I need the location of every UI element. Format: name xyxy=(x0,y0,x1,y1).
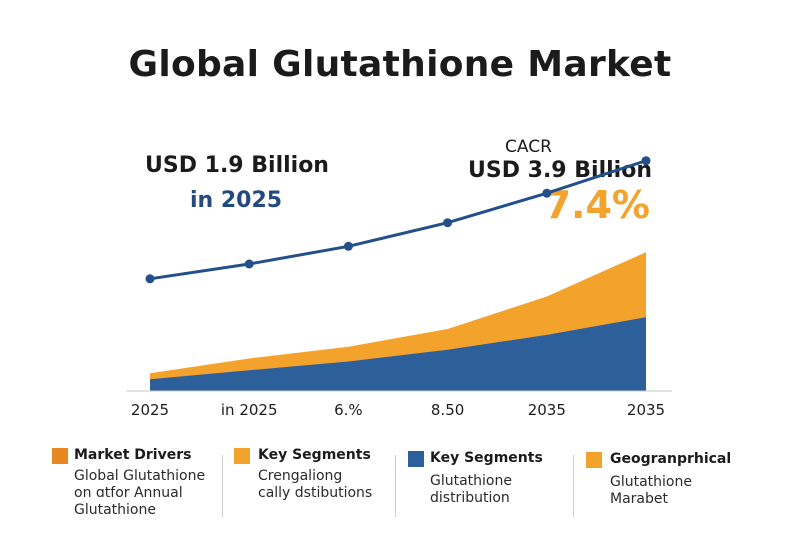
legend-divider xyxy=(573,455,574,517)
legend-item-market-drivers: Market Drivers Global Glutathione on ɑtf… xyxy=(52,447,205,519)
legend-desc: cally dstibutions xyxy=(258,485,373,501)
end-market-value: USD 3.9 Billion xyxy=(468,158,652,183)
line-point xyxy=(343,241,353,251)
line-point xyxy=(244,259,254,269)
line-point xyxy=(542,188,552,198)
legend-desc: Crengaliong xyxy=(258,468,343,484)
legend-desc: Glutathione xyxy=(74,502,156,518)
legend-divider xyxy=(395,455,396,517)
legend-desc: Marabet xyxy=(610,491,668,507)
chart-title: Global Glutathione Market xyxy=(128,44,672,85)
legend-heading: Key Segments xyxy=(258,447,371,463)
cagr-value: 7.4% xyxy=(544,183,650,227)
legend-item-geographical: Geogranprhical Glutathione Marabet xyxy=(586,447,731,508)
market-growth-chart: 2025 in 2025 6.% 8.50 2035 2035 xyxy=(126,156,672,419)
line-point xyxy=(443,218,453,228)
legend-divider xyxy=(222,455,223,517)
line-point xyxy=(145,274,155,284)
legend-item-key-segments: Key Segments Crengaliong cally dstibutio… xyxy=(234,447,372,502)
market-value-line xyxy=(149,159,647,281)
x-tick-label: 6.% xyxy=(334,401,363,419)
legend-desc: on ɑtfor Annual xyxy=(74,485,183,501)
legend-heading: Key Segments xyxy=(430,450,543,466)
legend-heading: Geogranprhical xyxy=(610,451,732,467)
legend: Market Drivers Global Glutathione on ɑtf… xyxy=(0,447,800,527)
legend-desc: Glutathione xyxy=(610,474,692,490)
area-series-blue xyxy=(150,317,646,391)
legend-swatch xyxy=(234,448,250,464)
legend-swatch xyxy=(52,448,68,464)
legend-heading: Market Drivers xyxy=(74,447,192,463)
start-market-value: USD 1.9 Billion xyxy=(145,153,329,178)
start-year-label: in 2025 xyxy=(190,188,283,213)
x-tick-label: 8.50 xyxy=(431,401,464,419)
legend-desc: Glutathione xyxy=(430,473,512,489)
legend-desc: Global Glutathione xyxy=(74,468,206,484)
x-tick-label: 2035 xyxy=(528,401,566,419)
x-tick-label: in 2025 xyxy=(221,401,278,419)
x-tick-label: 2025 xyxy=(131,401,169,419)
x-tick-label: 2035 xyxy=(627,401,665,419)
line-point xyxy=(641,156,651,166)
legend-swatch xyxy=(408,451,424,467)
legend-swatch xyxy=(586,452,602,468)
legend-item-key-segments-2: Key Segments Glutathione distribution xyxy=(408,447,543,507)
cagr-label: CACR xyxy=(505,137,552,157)
legend-desc: distribution xyxy=(430,490,510,506)
